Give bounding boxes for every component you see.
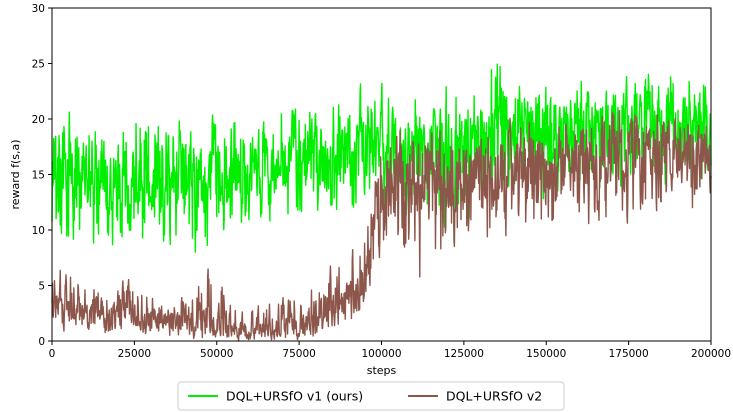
x-axis: 0 25000 50000 75000 100000 125000 150000 175000…: [49, 341, 731, 360]
y-axis-label: reward f(s,a): [9, 139, 22, 209]
x-tick-label: 125000: [444, 348, 484, 360]
series-layer: [51, 63, 712, 342]
y-tick-label: 0: [38, 336, 45, 348]
x-tick-label: 25000: [118, 348, 151, 360]
x-tick-label: 150000: [526, 348, 566, 360]
y-tick-label: 20: [32, 114, 45, 126]
x-tick-label: 75000: [282, 348, 315, 360]
x-tick-label: 0: [49, 348, 56, 360]
series-line-v2: [51, 110, 712, 342]
y-axis: 0 5 10 15 20 25 30: [32, 3, 52, 348]
legend-label-v2: DQL+URSfO v2: [446, 389, 542, 404]
y-tick-label: 15: [32, 170, 45, 182]
y-tick-label: 30: [32, 3, 45, 15]
x-tick-label: 200000: [691, 348, 731, 360]
x-axis-label: steps: [367, 364, 397, 377]
x-tick-label: 100000: [361, 348, 401, 360]
y-tick-label: 5: [38, 281, 45, 293]
y-tick-label: 25: [32, 59, 45, 71]
legend-box: [177, 381, 565, 411]
legend: DQL+URSfO v1 (ours) DQL+URSfO v2: [177, 381, 565, 411]
x-tick-label: 175000: [609, 348, 649, 360]
legend-label-v1: DQL+URSfO v1 (ours): [226, 389, 363, 404]
y-tick-label: 10: [32, 225, 45, 237]
x-tick-label: 50000: [200, 348, 233, 360]
